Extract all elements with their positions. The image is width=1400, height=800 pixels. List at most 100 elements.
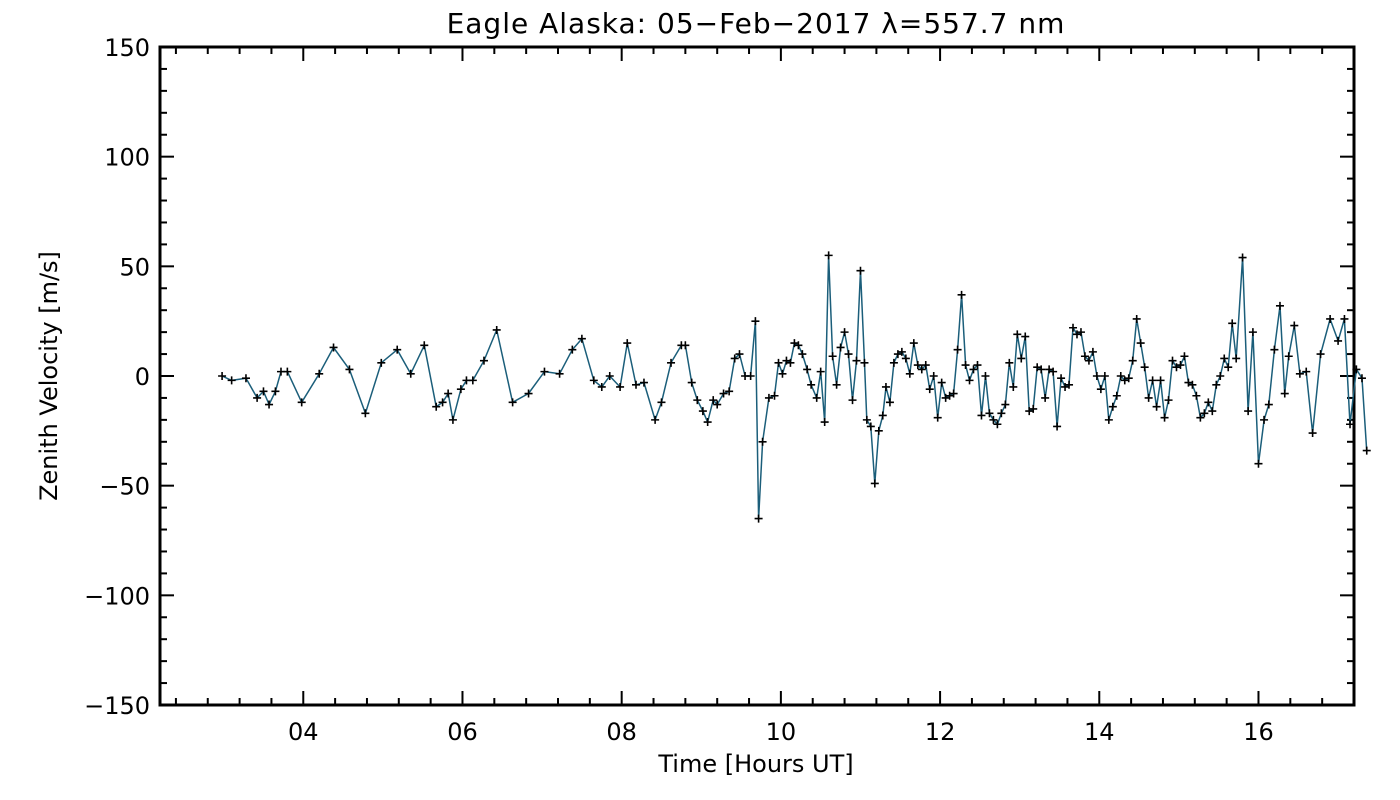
data-point-marker xyxy=(406,369,415,378)
data-point-marker xyxy=(953,345,962,354)
data-point-marker xyxy=(746,372,755,380)
data-point-marker xyxy=(985,409,994,418)
x-tick-label: 06 xyxy=(447,718,478,746)
data-point-marker xyxy=(1248,328,1257,337)
data-point-marker xyxy=(965,376,974,385)
data-point-marker xyxy=(468,376,477,385)
data-point-marker xyxy=(657,398,666,407)
y-tick-label: 50 xyxy=(119,253,150,281)
data-point-marker xyxy=(1076,328,1085,337)
data-point-marker xyxy=(681,341,690,350)
data-point-marker xyxy=(1204,398,1213,407)
data-point-marker xyxy=(937,378,946,387)
data-point-marker xyxy=(605,372,614,380)
data-point-marker xyxy=(597,382,606,391)
y-axis-label: Zenith Velocity [m/s] xyxy=(35,251,63,501)
data-point-marker xyxy=(1212,380,1221,389)
data-point-marker xyxy=(1275,301,1284,310)
data-point-marker xyxy=(420,341,429,350)
y-tick-label: −150 xyxy=(84,692,150,720)
data-point-marker xyxy=(824,251,833,260)
data-point-marker xyxy=(770,391,779,400)
data-point-marker xyxy=(709,396,718,405)
data-point-marker xyxy=(448,415,457,424)
data-point-marker xyxy=(933,413,942,422)
data-point-marker xyxy=(1128,356,1137,365)
data-point-marker xyxy=(1164,396,1173,405)
data-point-marker xyxy=(1084,356,1093,365)
data-point-marker xyxy=(1049,367,1058,376)
data-point-marker xyxy=(905,369,914,378)
data-point-marker xyxy=(874,426,883,435)
data-point-marker xyxy=(1270,345,1279,354)
data-point-marker xyxy=(774,358,783,367)
x-tick-label: 04 xyxy=(288,718,319,746)
data-point-marker xyxy=(866,422,875,431)
x-tick-label: 16 xyxy=(1243,718,1274,746)
data-point-marker xyxy=(1069,323,1078,332)
data-point-marker xyxy=(1216,372,1225,380)
data-point-marker xyxy=(1041,393,1050,402)
data-point-marker xyxy=(989,415,998,424)
data-point-marker xyxy=(1013,330,1022,339)
data-point-marker xyxy=(1208,407,1217,416)
data-point-marker xyxy=(1357,374,1366,383)
data-point-marker xyxy=(241,374,250,383)
data-point-marker xyxy=(881,382,890,391)
data-point-marker xyxy=(778,369,787,378)
data-point-marker xyxy=(479,356,488,365)
data-point-marker xyxy=(812,393,821,402)
y-tick-label: 0 xyxy=(135,363,150,391)
data-point-marker xyxy=(786,358,795,367)
data-point-marker xyxy=(632,380,641,389)
data-point-marker xyxy=(1232,354,1241,363)
data-point-marker xyxy=(444,389,453,398)
data-point-marker xyxy=(218,372,227,380)
data-point-marker xyxy=(870,479,879,488)
data-point-marker xyxy=(1238,253,1247,262)
data-point-marker xyxy=(836,343,845,352)
data-point-marker xyxy=(438,398,447,407)
data-point-marker xyxy=(844,350,853,359)
data-point-marker xyxy=(719,389,728,398)
data-point-marker xyxy=(764,393,773,402)
data-point-marker xyxy=(651,415,660,424)
series-line xyxy=(221,254,1368,520)
data-point-marker xyxy=(315,369,324,378)
data-point-marker xyxy=(921,361,930,370)
data-point-marker xyxy=(1065,380,1074,389)
data-point-marker xyxy=(725,387,734,396)
data-point-marker xyxy=(1290,321,1299,330)
data-point-marker xyxy=(283,367,292,376)
data-point-marker xyxy=(885,398,894,407)
data-point-marker xyxy=(977,411,986,420)
data-point-marker xyxy=(1308,429,1317,438)
data-point-marker xyxy=(889,358,898,367)
chart-title: Eagle Alaska: 05−Feb−2017 λ=557.7 nm xyxy=(447,7,1066,40)
data-point-marker xyxy=(794,341,803,350)
data-point-marker xyxy=(623,339,632,348)
data-point-marker xyxy=(253,393,262,402)
data-point-marker xyxy=(703,418,712,427)
data-point-marker xyxy=(1092,372,1101,380)
data-point-marker xyxy=(1124,374,1133,383)
data-point-marker xyxy=(1220,354,1229,363)
data-point-marker xyxy=(345,365,354,374)
data-point-marker xyxy=(1144,393,1153,402)
data-point-marker xyxy=(897,347,906,356)
data-point-marker xyxy=(524,389,533,398)
data-point-marker xyxy=(1152,402,1161,411)
data-point-marker xyxy=(687,378,696,387)
data-point-marker xyxy=(1346,420,1355,429)
data-point-marker xyxy=(840,328,849,337)
x-tick-label: 12 xyxy=(925,718,956,746)
x-tick-label: 08 xyxy=(606,718,637,746)
data-point-marker xyxy=(828,352,837,361)
data-point-marker xyxy=(993,420,1002,429)
data-point-marker xyxy=(758,437,767,446)
data-point-marker xyxy=(1009,382,1018,391)
data-point-marker xyxy=(1132,314,1141,323)
data-point-marker xyxy=(803,365,812,374)
data-point-marker xyxy=(901,354,910,363)
y-tick-label: −100 xyxy=(84,582,150,610)
